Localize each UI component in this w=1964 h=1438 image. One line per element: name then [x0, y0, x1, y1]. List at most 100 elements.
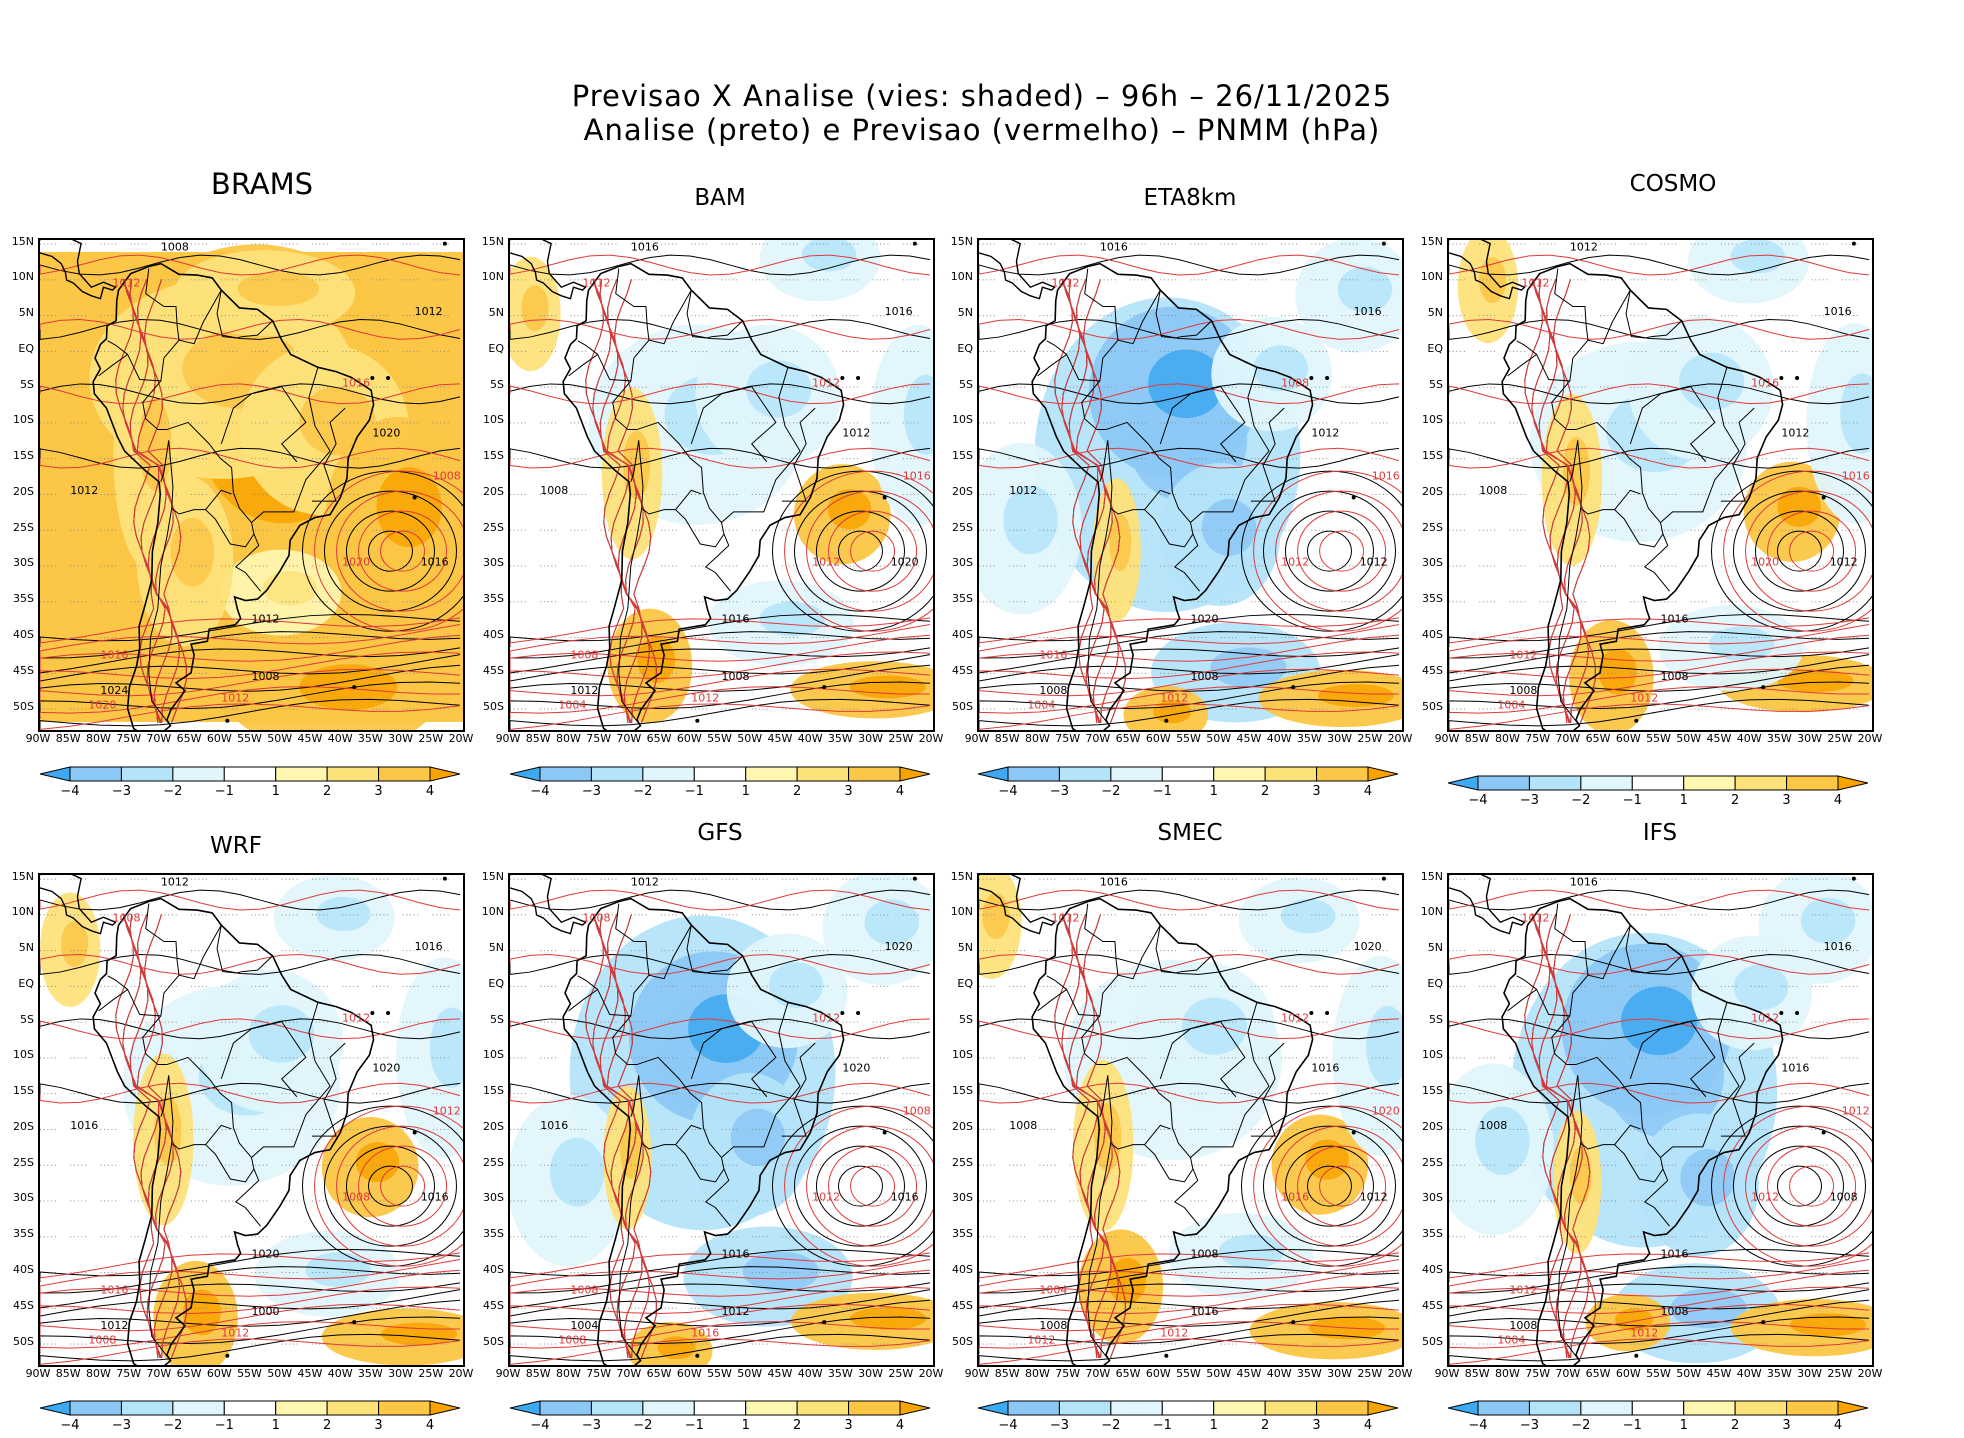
colorbar-segment [327, 1401, 378, 1415]
latitude-tick-label: 30S [1407, 556, 1443, 569]
isobar-label: 1008 [570, 1283, 598, 1296]
island [370, 1011, 374, 1015]
latitude-tick-label: 20S [0, 485, 34, 498]
latitude-tick-label: 35S [468, 1227, 504, 1240]
isobar-label: 1016 [1824, 305, 1852, 318]
isobar-label: 1008 [161, 241, 189, 254]
panel-title: BAM [620, 185, 820, 211]
colorbar-segment [224, 767, 275, 781]
colorbar-tick-label: −1 [1617, 793, 1647, 808]
latitude-tick-label: 10S [468, 1048, 504, 1061]
isobar-label: 1016 [1372, 470, 1400, 483]
island [443, 242, 447, 246]
colorbar-segment [1632, 1401, 1683, 1415]
isobar-label: 1008 [722, 670, 750, 683]
isobar-label: 1008 [1509, 684, 1537, 697]
isobar-label: 1012 [113, 276, 141, 289]
colorbar-tick-label: −2 [158, 1418, 188, 1433]
colorbar-segment [70, 767, 121, 781]
colorbar-segment [70, 1401, 121, 1415]
latitude-tick-label: 20S [1407, 1120, 1443, 1133]
colorbar-segment [900, 767, 930, 781]
colorbar-tick-label: 2 [312, 1418, 342, 1433]
isobar-label: 1004 [1497, 699, 1525, 712]
isobar-label: 1016 [691, 1326, 719, 1339]
latitude-tick-label: 10S [937, 413, 973, 426]
colorbar-tick-label: 2 [1720, 793, 1750, 808]
isobar-label: 1012 [221, 691, 249, 704]
latitude-tick-label: 5N [468, 306, 504, 319]
isobar-label: 1016 [1842, 470, 1870, 483]
colorbar-segment [1581, 776, 1632, 790]
latitude-tick-label: 10N [0, 905, 34, 918]
latitude-tick-label: 15S [0, 1084, 34, 1097]
island [1382, 242, 1386, 246]
latitude-tick-label: 5N [0, 941, 34, 954]
isobar-label: 1008 [1191, 1248, 1219, 1261]
bias-core [249, 1005, 314, 1062]
isobar-label: 1008 [252, 670, 280, 683]
latitude-tick-label: 45S [937, 664, 973, 677]
country-border [578, 341, 598, 355]
isobar-label: 1012 [842, 427, 870, 440]
longitude-tick-label: 20W [1850, 1367, 1890, 1380]
latitude-tick-label: 5S [0, 1013, 34, 1026]
colorbar-tick-label: −3 [576, 784, 606, 799]
latitude-tick-label: 15S [468, 1084, 504, 1097]
latitude-tick-label: 30S [468, 1191, 504, 1204]
isobar-label: 1016 [421, 555, 449, 568]
colorbar-tick-label: 4 [1353, 784, 1383, 799]
isobar-label: 1016 [1354, 305, 1382, 318]
bias-core [1621, 987, 1697, 1056]
colorbar-segment [1368, 1401, 1398, 1415]
colorbar-segment [379, 1401, 430, 1415]
colorbar-segment [121, 1401, 172, 1415]
isobar-label: 1016 [1281, 1190, 1309, 1203]
latitude-tick-label: 35S [468, 592, 504, 605]
latitude-tick-label: 20S [468, 1120, 504, 1133]
island [840, 376, 844, 380]
isobar-label: 1008 [113, 911, 141, 924]
island [1852, 242, 1856, 246]
colorbar-tick-label: −4 [55, 784, 85, 799]
country-border [1047, 341, 1067, 355]
colorbar-tick-label: −4 [525, 1418, 555, 1433]
latitude-tick-label: 5S [1407, 378, 1443, 391]
isobar-label: 1012 [221, 1326, 249, 1339]
island [1352, 496, 1356, 500]
island [1325, 1011, 1329, 1015]
bias-core [865, 899, 919, 945]
bias-core [769, 962, 823, 1008]
isobar-label: 1016 [1100, 241, 1128, 254]
colorbar-segment [173, 1401, 224, 1415]
isobar-label: 1004 [558, 699, 586, 712]
colorbar-tick-label: 1 [261, 784, 291, 799]
colorbar-segment [430, 1401, 460, 1415]
colorbar-tick-label: −2 [1566, 793, 1596, 808]
isobar-label: 1012 [342, 1012, 370, 1025]
colorbar-tick-label: 2 [782, 784, 812, 799]
isobar-label: 1020 [342, 555, 370, 568]
colorbar-segment [1478, 776, 1529, 790]
isobar-label: 1020 [1354, 940, 1382, 953]
isobar-label: 1012 [1630, 1326, 1658, 1339]
colorbar-tick-label: −3 [106, 1418, 136, 1433]
island [413, 1131, 417, 1135]
isobar-label: 1020 [1372, 1105, 1400, 1118]
country-border [1085, 904, 1118, 976]
colorbar-tick-label: −1 [1147, 1418, 1177, 1433]
colorbar-tick-label: 3 [834, 1418, 864, 1433]
latitude-tick-label: 10N [0, 270, 34, 283]
latitude-tick-label: 10S [1407, 413, 1443, 426]
isobar-label: 1016 [1311, 1062, 1339, 1075]
colorbar-tick-label: −3 [1514, 1418, 1544, 1433]
isobar-label: 1012 [161, 876, 189, 889]
colorbar-segment [1735, 776, 1786, 790]
colorbar-segment [900, 1401, 930, 1415]
isobar-label: 1020 [1751, 555, 1779, 568]
isobar-label: 1012 [1160, 691, 1188, 704]
